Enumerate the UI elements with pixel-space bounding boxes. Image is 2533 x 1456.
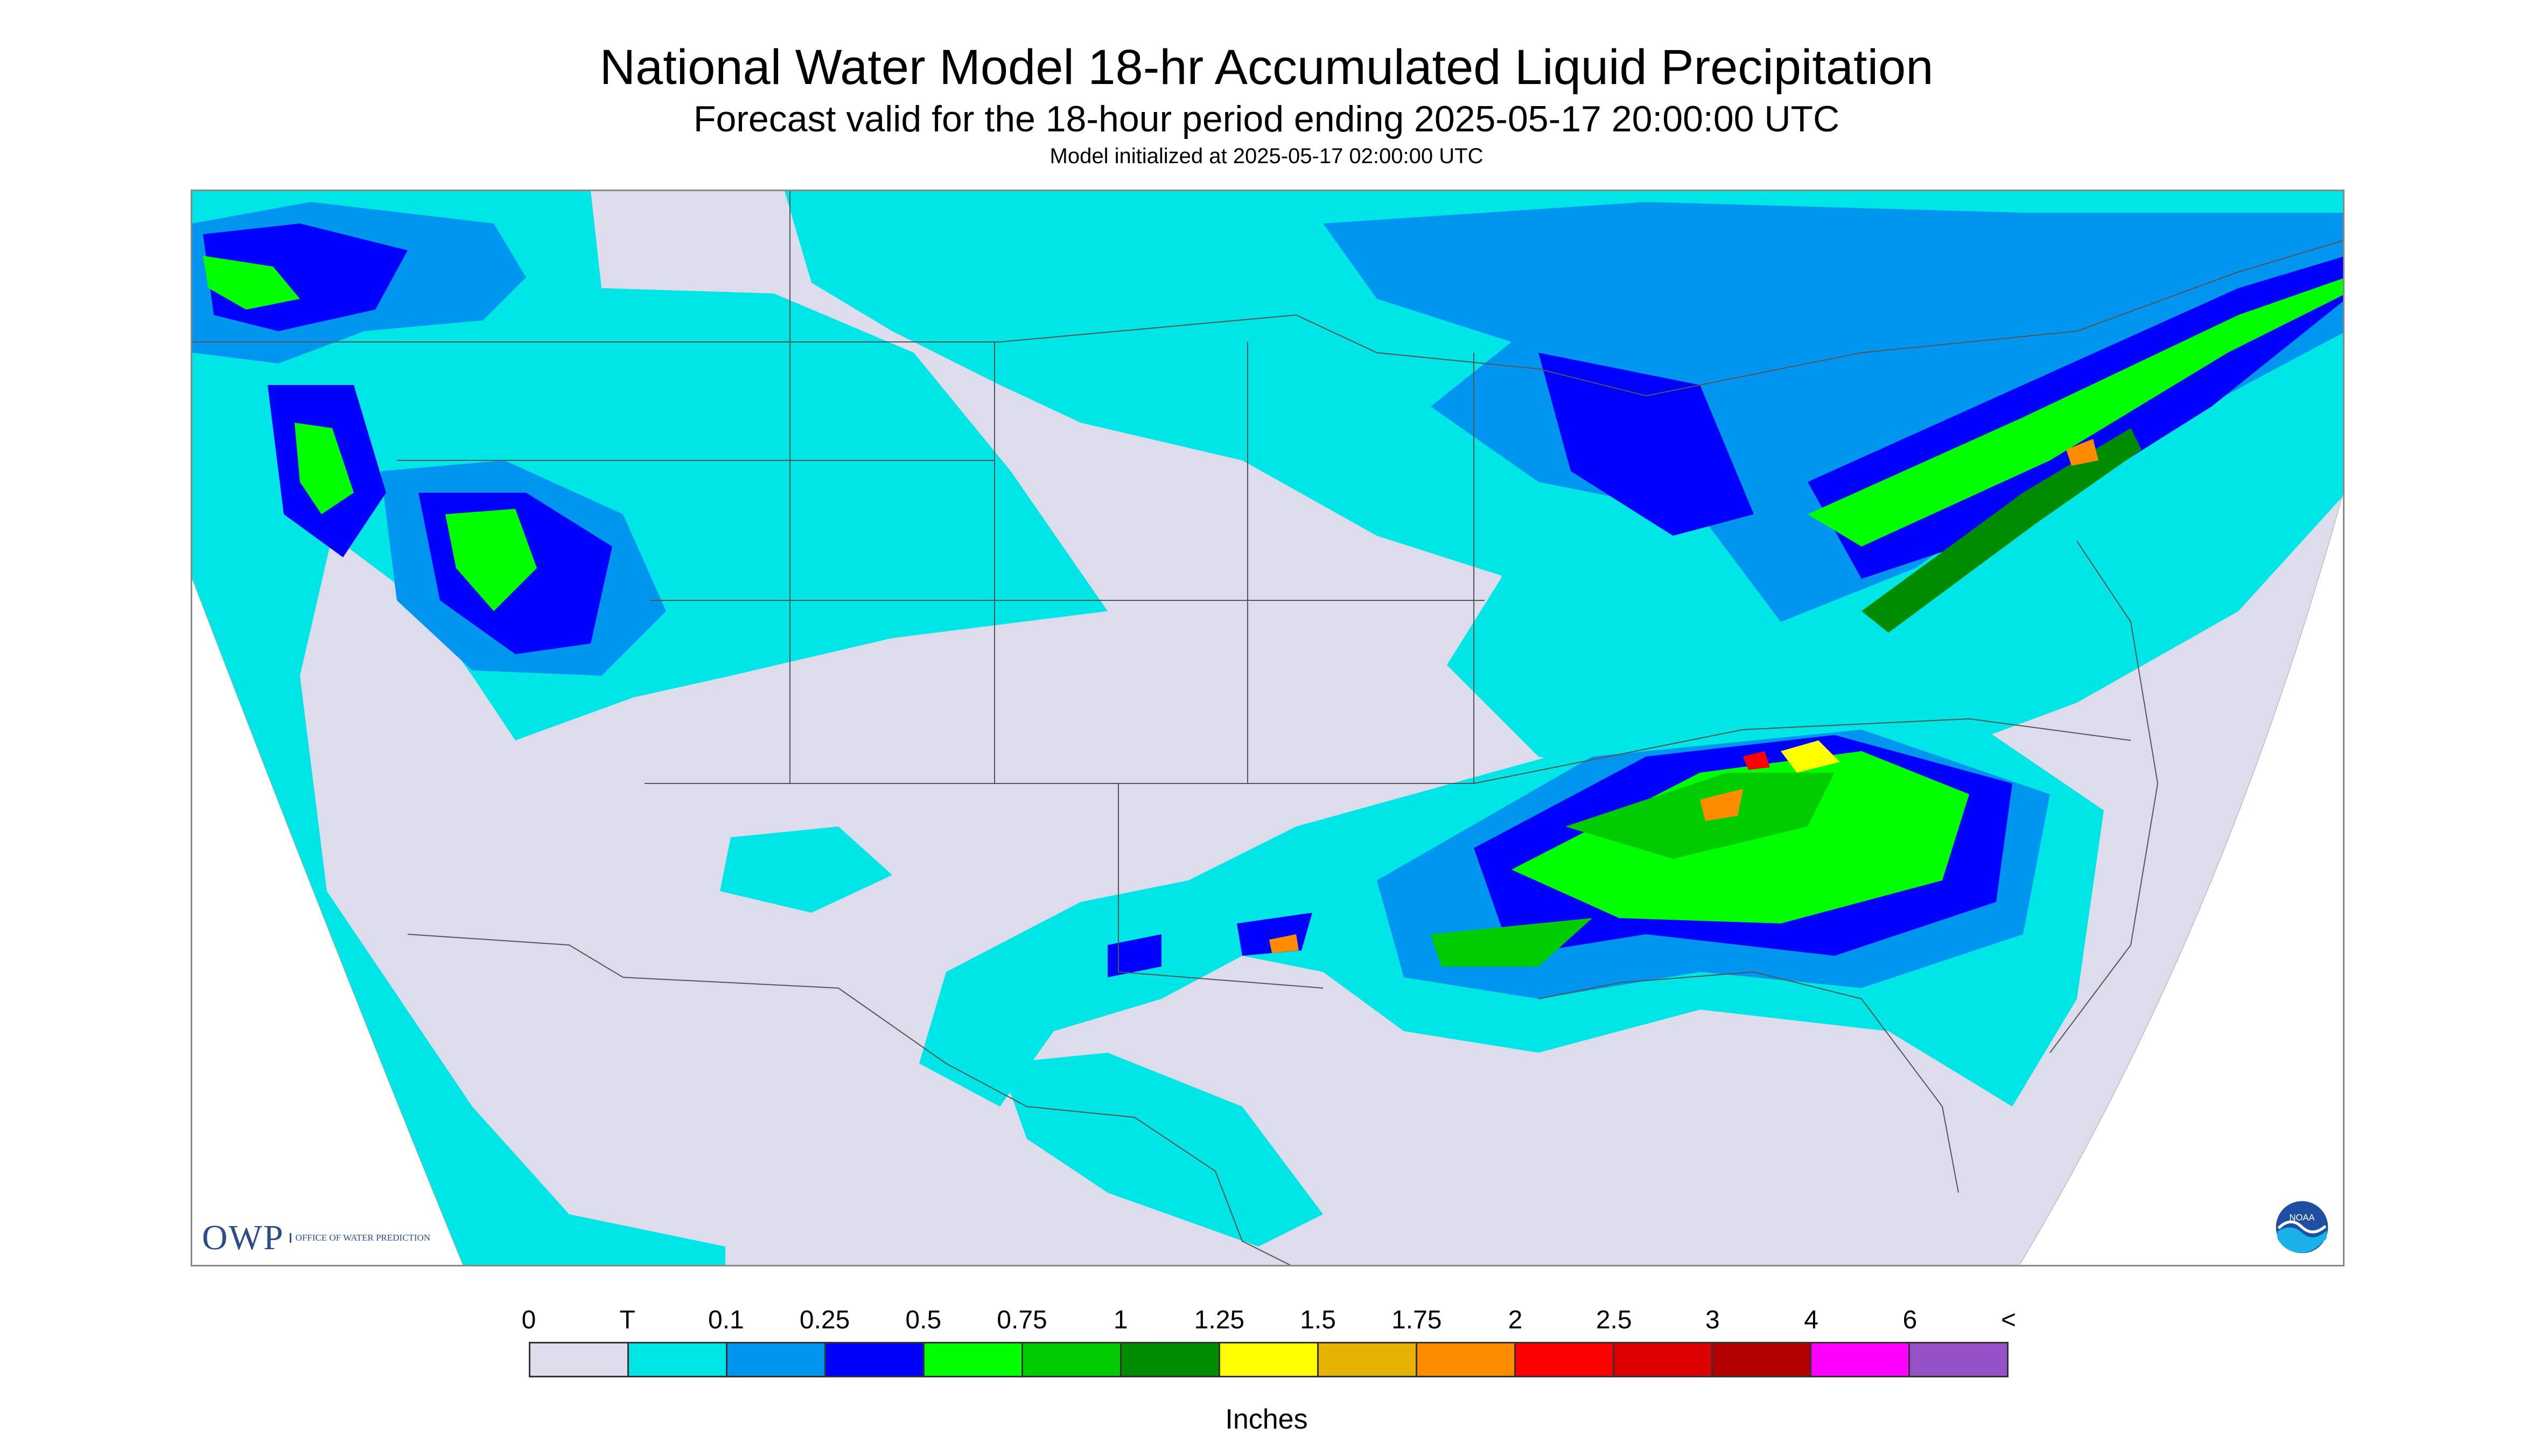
legend-label-0: 0 — [521, 1306, 536, 1334]
texas-trace-patch — [1000, 1053, 1323, 1247]
map-subtitle: Forecast valid for the 18-hour period en… — [693, 99, 1840, 139]
or-green — [295, 423, 354, 514]
ky-orange — [1700, 789, 1743, 821]
wv-red — [1743, 751, 1770, 770]
legend-swatch-14 — [1910, 1343, 2007, 1376]
legend-labels: 0 T 0.1 0.25 0.5 0.75 1 1.25 1.5 1.75 2 2.5 3 4 6 < — [522, 1304, 2016, 1342]
north-central-trace-area — [785, 191, 1538, 579]
legend-swatch-12 — [1713, 1343, 1811, 1376]
legend-swatch-1 — [629, 1343, 727, 1376]
legend-label-12: 3 — [1705, 1306, 1720, 1334]
legend-label-10: 2 — [1508, 1306, 1523, 1334]
model-init-time: Model initialized at 2025-05-17 02:00:00… — [1049, 144, 1484, 168]
wv-yellow — [1781, 740, 1840, 773]
great-lakes-light-blue — [1323, 202, 2343, 622]
legend-label-5: 0.75 — [997, 1306, 1047, 1334]
legend-label-11: 2.5 — [1596, 1306, 1632, 1334]
us-canada-border — [192, 239, 2343, 397]
domain-edge-east — [2019, 492, 2343, 1265]
legend-label-7: 1.25 — [1194, 1306, 1245, 1334]
wa-green — [203, 256, 300, 310]
ny-orange — [2066, 439, 2098, 466]
oklahoma-blue — [1108, 934, 1161, 977]
legend-swatch-13 — [1811, 1343, 1910, 1376]
great-lakes-blue — [1538, 353, 1754, 536]
arkansas-orange — [1269, 934, 1299, 953]
legend-swatch-6 — [1122, 1343, 1220, 1376]
heavy-precip-cores — [1269, 439, 2098, 953]
gulf-coast — [1538, 971, 1959, 1193]
oklahoma-texas-border — [1118, 783, 1324, 989]
legend-swatch-10 — [1516, 1343, 1614, 1376]
legend-label-6: 1 — [1113, 1306, 1128, 1334]
legend-color-bar — [529, 1342, 2009, 1377]
legend-units: Inches — [1225, 1404, 1308, 1435]
legend-swatch-11 — [1614, 1343, 1713, 1376]
precipitation-legend: 0 T 0.1 0.25 0.5 0.75 1 1.25 1.5 1.75 2 2.5 3 4 6 < — [522, 1304, 2016, 1377]
legend-label-2: 0.1 — [708, 1306, 744, 1334]
noaa-logo-text: NOAA — [2289, 1213, 2315, 1223]
idaho-green — [445, 509, 537, 611]
colorado-trace-patch — [720, 827, 892, 913]
atlantic-coast — [2049, 541, 2159, 1053]
owp-logo: OWP OFFICE OF WATER PREDICTION — [202, 1217, 430, 1258]
legend-label-15: < — [2000, 1306, 2017, 1334]
legend-swatch-2 — [727, 1343, 826, 1376]
owp-full-name: OFFICE OF WATER PREDICTION — [289, 1233, 430, 1243]
precipitation-map: OWP OFFICE OF WATER PREDICTION NOAA — [191, 190, 2345, 1266]
legend-swatch-8 — [1319, 1343, 1417, 1376]
political-boundaries — [192, 191, 2343, 1265]
legend-swatch-3 — [826, 1343, 925, 1376]
legend-swatch-7 — [1220, 1343, 1319, 1376]
southern-states-border — [1473, 718, 2131, 784]
legend-swatch-5 — [1023, 1343, 1122, 1376]
legend-label-1: T — [619, 1306, 635, 1334]
legend-label-9: 1.75 — [1391, 1306, 1442, 1334]
ms-green — [1431, 918, 1592, 967]
pa-dark-green — [1862, 428, 2142, 633]
map-title: National Water Model 18-hr Accumulated L… — [599, 40, 1934, 95]
domain-edge-west — [192, 578, 464, 1265]
half-inch-areas — [203, 256, 2343, 967]
legend-swatch-4 — [925, 1343, 1023, 1376]
legend-label-14: 6 — [1902, 1306, 1918, 1334]
ny-green — [1808, 277, 2343, 547]
legend-label-8: 1.5 — [1300, 1306, 1336, 1334]
legend-label-3: 0.25 — [799, 1306, 850, 1334]
ky-green — [1565, 773, 1835, 859]
legend-label-4: 0.5 — [905, 1306, 942, 1334]
legend-label-13: 4 — [1804, 1306, 1818, 1334]
legend-swatch-0 — [530, 1343, 629, 1376]
us-mexico-border — [407, 934, 1297, 1265]
noaa-logo: NOAA — [2274, 1199, 2330, 1255]
legend-swatch-9 — [1417, 1343, 1516, 1376]
owp-abbrev: OWP — [202, 1218, 284, 1257]
map-canvas — [192, 191, 2343, 1265]
model-domain — [192, 191, 2343, 1265]
